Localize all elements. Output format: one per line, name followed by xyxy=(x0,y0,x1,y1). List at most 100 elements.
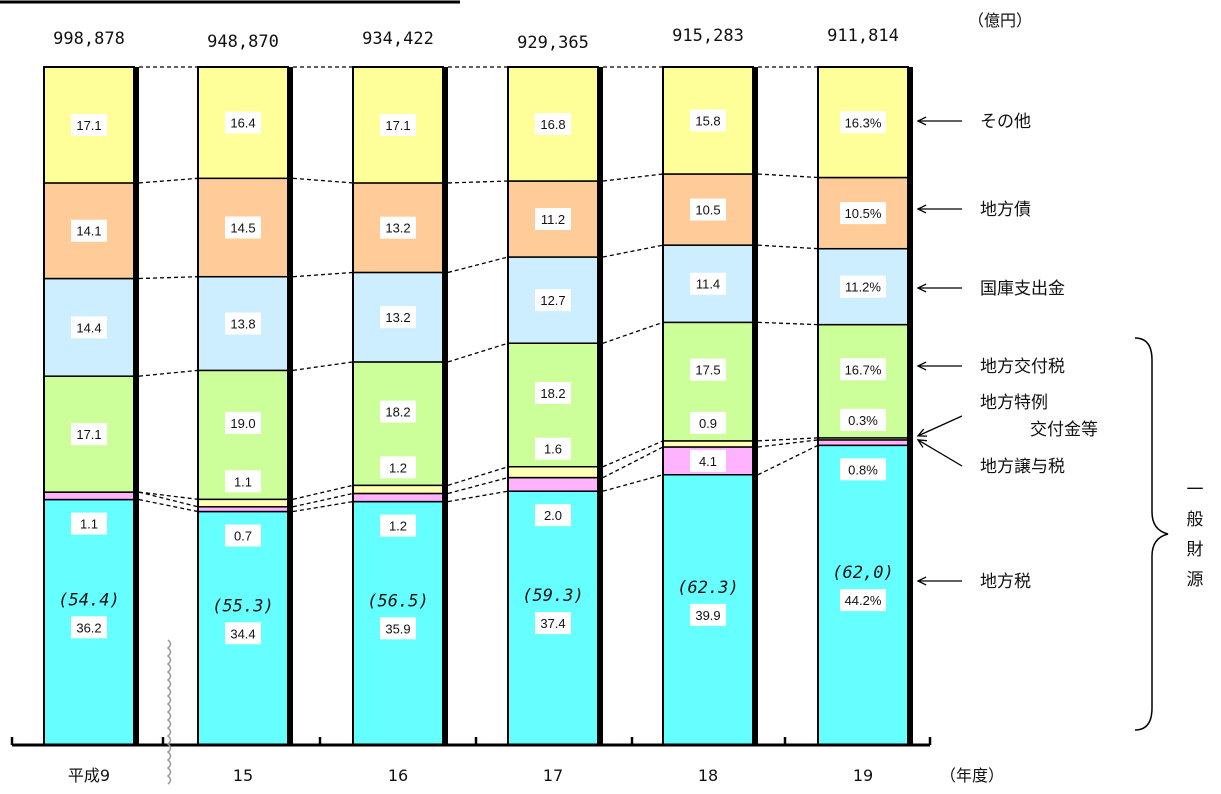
value-label-bg xyxy=(380,216,416,239)
value-label: 1.2 xyxy=(389,519,407,534)
connector-line xyxy=(757,437,819,442)
value-label-bg xyxy=(225,216,261,239)
value-label: 18.2 xyxy=(385,405,410,420)
value-label: 14.1 xyxy=(76,224,101,239)
value-label: 1.2 xyxy=(389,460,407,475)
bar-shadow xyxy=(288,67,293,745)
bar-shadow xyxy=(443,67,448,745)
axis-break xyxy=(166,639,172,785)
value-label: 16.8 xyxy=(540,117,565,132)
value-label: 0.3% xyxy=(848,413,878,428)
value-label-bg xyxy=(71,512,107,535)
label-arrow xyxy=(917,415,963,437)
connector-line xyxy=(292,361,354,372)
connector-line xyxy=(292,177,354,184)
value-label: 16.3% xyxy=(845,115,882,130)
general-revenue-share: (54.4) xyxy=(58,590,119,610)
value-label: 10.5 xyxy=(695,203,720,218)
arrow-head xyxy=(916,576,927,586)
x-tick-label: 平成9 xyxy=(68,766,110,785)
unit-label: （億円） xyxy=(968,11,1032,30)
series-label: 地方債 xyxy=(980,200,1031,220)
arrow-head xyxy=(916,361,927,371)
value-label-bg xyxy=(535,113,571,136)
value-label-bg xyxy=(380,400,416,423)
value-label-bg xyxy=(535,289,571,312)
value-label-bg xyxy=(71,113,107,136)
series-label: 国庫支出金 xyxy=(980,279,1065,299)
connector-line xyxy=(602,474,664,492)
connector-line xyxy=(447,466,509,486)
connector-line xyxy=(138,491,199,508)
value-label-bg xyxy=(535,612,571,635)
value-label-bg xyxy=(71,616,107,639)
value-label-bg xyxy=(71,219,107,242)
x-tick-label: 19 xyxy=(853,766,873,785)
total-label: 934,422 xyxy=(362,29,434,49)
general-revenue-share: (62,0) xyxy=(832,563,893,583)
connector-line xyxy=(138,276,199,280)
series-label-line2: 交付金等 xyxy=(1030,420,1098,440)
arrow-head xyxy=(916,283,927,293)
value-label: 10.5% xyxy=(845,206,882,221)
general-revenue-share: (62.3) xyxy=(677,578,738,598)
value-label: 13.8 xyxy=(230,317,255,332)
connector-line xyxy=(138,177,199,184)
bar-shadow xyxy=(753,67,758,745)
value-label: 44.2% xyxy=(845,593,882,608)
bar-segment xyxy=(43,491,135,501)
connector-line xyxy=(292,484,354,500)
value-label: 17.1 xyxy=(76,118,101,133)
connector-line xyxy=(602,446,664,479)
value-label-bg xyxy=(535,437,571,460)
x-tick-label: 16 xyxy=(388,766,408,785)
value-label: 0.8% xyxy=(848,462,878,477)
series-label: 地方特例 xyxy=(980,393,1048,413)
value-label-bg xyxy=(690,358,726,381)
total-label: 998,878 xyxy=(53,29,125,49)
connector-line xyxy=(602,321,664,344)
bar-shadow xyxy=(598,67,603,745)
connector-line xyxy=(292,271,354,278)
connector-line xyxy=(447,342,509,363)
value-label-bg xyxy=(840,111,886,134)
value-label-bg xyxy=(535,208,571,231)
value-label-bg xyxy=(840,358,886,381)
value-label-bg xyxy=(225,312,261,335)
total-label: 948,870 xyxy=(207,32,279,52)
value-label-bg xyxy=(225,622,261,645)
value-label: 13.2 xyxy=(385,310,410,325)
total-label: 911,814 xyxy=(827,26,899,46)
value-label: 17.1 xyxy=(385,118,410,133)
bar-segment xyxy=(662,440,754,448)
value-label: 39.9 xyxy=(695,608,720,623)
general-revenue-char: 一 xyxy=(1187,480,1204,500)
value-label: 18.2 xyxy=(540,386,565,401)
connector-line xyxy=(602,440,664,468)
x-axis-title: （年度） xyxy=(940,766,1004,785)
value-label: 17.1 xyxy=(76,427,101,442)
general-revenue-share: (56.5) xyxy=(367,591,428,611)
connector-line xyxy=(757,439,819,448)
value-label: 11.4 xyxy=(696,277,720,292)
value-label-bg xyxy=(380,514,416,537)
value-label: 13.2 xyxy=(385,221,410,236)
value-label: 1.1 xyxy=(234,474,252,489)
general-revenue-char: 般 xyxy=(1187,510,1204,530)
bar-segment xyxy=(197,498,289,508)
value-label-bg xyxy=(535,504,571,527)
value-label: 0.7 xyxy=(234,529,252,544)
value-label-bg xyxy=(225,524,261,547)
general-revenue-char: 源 xyxy=(1187,570,1204,590)
connector-line xyxy=(447,490,509,503)
connector-line xyxy=(447,256,509,274)
value-label: 0.9 xyxy=(699,416,717,431)
bar-segment xyxy=(352,492,444,503)
connector-line xyxy=(757,244,819,250)
value-label: 11.2% xyxy=(845,280,881,295)
connector-line xyxy=(757,321,819,326)
value-label-bg xyxy=(535,381,571,404)
bar-shadow xyxy=(908,67,913,745)
value-label: 12.7 xyxy=(540,293,565,308)
